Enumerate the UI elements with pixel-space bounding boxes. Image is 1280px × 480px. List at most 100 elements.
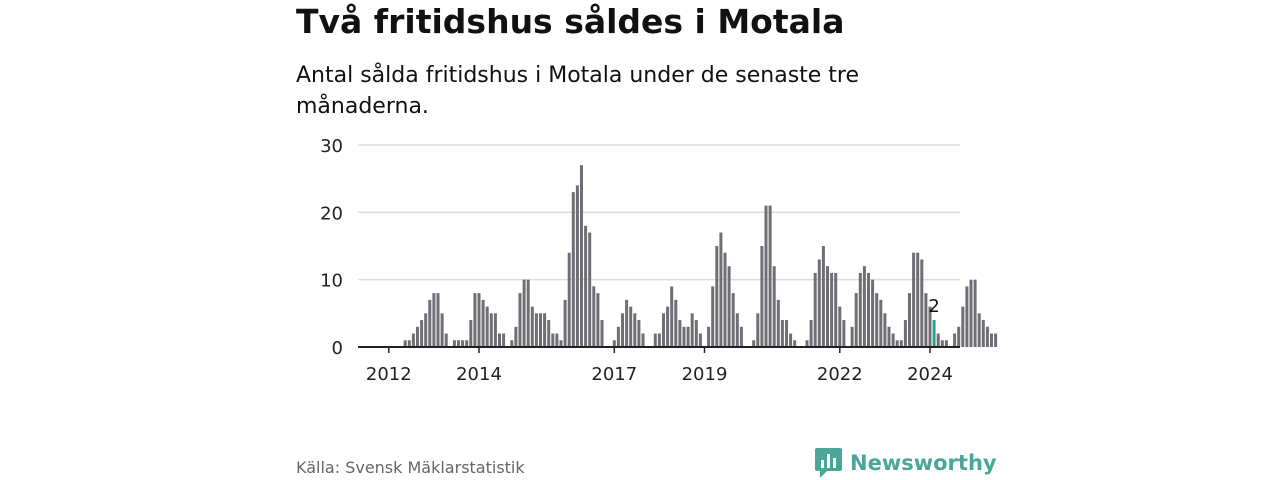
bar (432, 293, 436, 347)
bar (908, 293, 911, 347)
bar (547, 320, 551, 347)
newsworthy-icon (815, 448, 842, 478)
y-tick-label: 20 (320, 203, 343, 224)
bar (567, 252, 571, 347)
bar (981, 320, 985, 347)
x-tick-label: 2012 (366, 364, 412, 385)
bar (760, 246, 764, 347)
bar (469, 320, 473, 347)
bar (514, 326, 518, 347)
y-axis-labels: 0 10 20 30 (320, 136, 343, 359)
bar (444, 333, 448, 347)
bar (821, 246, 825, 347)
bar (752, 340, 756, 347)
bar (625, 299, 629, 347)
bar (764, 205, 768, 347)
bar (690, 313, 694, 347)
bar (440, 313, 444, 347)
bar (612, 340, 616, 347)
x-tick-label: 2017 (591, 364, 637, 385)
chart-subtitle: Antal sålda fritidshus i Motala under de… (296, 63, 860, 119)
bar (785, 320, 788, 347)
chart-title: Två fritidshus såldes i Motala (296, 2, 845, 41)
bar (735, 313, 739, 347)
bar (600, 320, 604, 347)
y-tick-label: 30 (320, 136, 343, 157)
bar (940, 340, 944, 347)
bar (674, 299, 678, 347)
bar (977, 313, 981, 347)
x-axis-labels: 2012 2014 2017 2019 2022 2024 (366, 347, 953, 385)
bar (973, 279, 977, 347)
bar (809, 320, 813, 347)
bar (723, 252, 727, 347)
bar (489, 313, 493, 347)
bar (924, 293, 928, 347)
bar (698, 333, 702, 347)
bar (883, 313, 887, 347)
bar (411, 333, 415, 347)
bar (481, 299, 485, 347)
bar (473, 293, 477, 347)
bar (891, 333, 895, 347)
bar (916, 252, 920, 347)
bar (707, 326, 711, 347)
bar (834, 272, 838, 347)
bar (637, 320, 641, 347)
bar (850, 326, 854, 347)
bar (686, 326, 690, 347)
bar (899, 340, 903, 347)
gridlines (358, 144, 960, 281)
bar (793, 340, 797, 347)
highlight-bar (932, 320, 936, 347)
bar (838, 306, 842, 347)
bar (493, 313, 497, 347)
bar (670, 286, 674, 347)
bar (867, 272, 870, 347)
brand-name: Newsworthy (850, 451, 997, 475)
bar (862, 266, 866, 347)
bar (555, 333, 559, 347)
x-tick-label: 2019 (682, 364, 728, 385)
bars (403, 165, 998, 347)
bar (858, 272, 862, 347)
bar (756, 313, 760, 347)
bar (772, 266, 776, 347)
bar (559, 340, 563, 347)
y-tick-label: 10 (320, 271, 343, 292)
y-tick-label: 0 (332, 338, 343, 359)
bar (633, 313, 637, 347)
highlight-value-label: 2 (928, 296, 939, 317)
newsworthy-logo[interactable]: Newsworthy (814, 447, 997, 479)
bar (871, 279, 875, 347)
bar (854, 293, 858, 347)
bar (502, 333, 506, 347)
bar (465, 340, 469, 347)
source-note: Källa: Svensk Mäklarstatistik (296, 458, 525, 477)
bar (428, 299, 432, 347)
bar (944, 340, 948, 347)
bar (551, 333, 555, 347)
bar (817, 259, 821, 347)
annotations: 2 (928, 296, 939, 317)
bar (653, 333, 657, 347)
bar (826, 266, 829, 347)
bar (678, 320, 682, 347)
bar (842, 320, 846, 347)
bar (498, 333, 501, 347)
bar (912, 252, 916, 347)
bar (457, 340, 460, 347)
bar (530, 306, 534, 347)
bar (407, 340, 411, 347)
bar (768, 205, 772, 347)
bar (416, 326, 419, 347)
bar (539, 313, 542, 347)
bar (510, 340, 514, 347)
bar (616, 326, 620, 347)
bar (682, 326, 686, 347)
bar (580, 165, 583, 347)
bar (485, 306, 489, 347)
x-tick-label: 2014 (456, 364, 502, 385)
bar (584, 225, 588, 347)
